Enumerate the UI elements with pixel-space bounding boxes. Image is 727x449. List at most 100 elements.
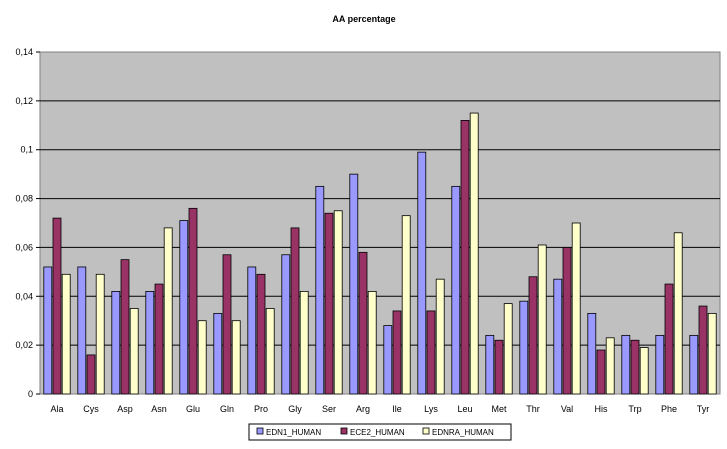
x-tick-label: Arg: [356, 404, 370, 414]
bar-ece2-human-ser: [324, 212, 334, 395]
legend-label: EDNRA_HUMAN: [432, 428, 494, 437]
bar-ednra-human-leu: [469, 112, 479, 395]
bar-edn1-human-gly: [281, 254, 291, 395]
legend: EDN1_HUMAN ECE2_HUMAN EDNRA_HUMAN: [248, 423, 512, 441]
plot-area: [39, 51, 721, 395]
y-tick-label: 0,08: [15, 194, 33, 204]
bar-edn1-human-ser: [315, 185, 325, 395]
bar-ednra-human-his: [605, 337, 615, 395]
bar-edn1-human-arg: [349, 173, 359, 395]
x-tick-label: Glu: [186, 404, 200, 414]
bar-ednra-human-asp: [129, 308, 139, 395]
bar-ednra-human-cys: [95, 273, 105, 395]
bar-ece2-human-thr: [528, 276, 538, 395]
bar-ednra-human-val: [571, 222, 581, 395]
bar-edn1-human-ala: [43, 266, 53, 395]
x-tick-label: Asn: [151, 404, 167, 414]
bar-edn1-human-phe: [655, 334, 665, 395]
bar-ece2-human-phe: [664, 283, 674, 395]
bar-ednra-human-gly: [299, 290, 309, 395]
legend-swatch: [422, 427, 430, 435]
bar-ednra-human-ser: [333, 210, 343, 395]
x-tick-label: Gly: [288, 404, 302, 414]
bar-ece2-human-gly: [290, 227, 300, 395]
bar-ednra-human-tyr: [707, 312, 717, 395]
legend-swatch: [256, 427, 264, 435]
bar-edn1-human-asp: [111, 290, 121, 395]
bar-ece2-human-arg: [358, 251, 368, 395]
bars: [43, 112, 717, 395]
bar-edn1-human-val: [553, 278, 563, 395]
bar-edn1-human-asn: [145, 290, 155, 395]
x-tick-label: Ser: [322, 404, 336, 414]
bar-edn1-human-leu: [451, 185, 461, 395]
x-tick-label: Trp: [628, 404, 641, 414]
bar-edn1-human-ile: [383, 325, 393, 395]
x-tick-label: Pro: [254, 404, 268, 414]
legend-swatch: [340, 427, 348, 435]
y-axis-ticks: 0 0,02 0,04 0,06 0,08 0,1 0,12 0,14: [15, 47, 40, 399]
bar-ece2-human-met: [494, 339, 504, 395]
bar-ednra-human-ile: [401, 215, 411, 395]
x-tick-label: Ile: [392, 404, 402, 414]
x-tick-label: Cys: [83, 404, 99, 414]
bar-ece2-human-trp: [630, 339, 640, 395]
bar-ednra-human-thr: [537, 244, 547, 395]
bar-ednra-human-lys: [435, 278, 445, 395]
y-tick-label: 0,04: [15, 291, 33, 301]
y-tick-label: 0,06: [15, 242, 33, 252]
bar-edn1-human-lys: [417, 151, 427, 395]
bar-ece2-human-his: [596, 349, 606, 395]
legend-label: ECE2_HUMAN: [350, 428, 405, 437]
bar-ednra-human-met: [503, 303, 513, 395]
x-tick-label: Met: [491, 404, 507, 414]
bar-ece2-human-ile: [392, 310, 402, 395]
bar-ednra-human-glu: [197, 320, 207, 395]
bar-edn1-human-tyr: [689, 334, 699, 395]
chart-title: AA percentage: [332, 14, 395, 24]
bar-ednra-human-asn: [163, 227, 173, 395]
bar-ece2-human-val: [562, 247, 572, 395]
y-tick-label: 0: [28, 389, 33, 399]
x-tick-label: Gln: [220, 404, 234, 414]
x-tick-label: His: [595, 404, 608, 414]
y-tick-label: 0,14: [15, 47, 33, 57]
bar-ednra-human-phe: [673, 232, 683, 395]
bar-ednra-human-arg: [367, 290, 377, 395]
bar-ece2-human-leu: [460, 120, 470, 395]
bar-ece2-human-cys: [86, 354, 96, 395]
bar-ednra-human-pro: [265, 308, 275, 395]
bar-ednra-human-trp: [639, 347, 649, 395]
bar-ece2-human-glu: [188, 207, 198, 395]
x-axis-ticks: Ala Cys Asp Asn Glu Gln Pro Gly Ser Arg Ile Lys Leu M…: [50, 404, 709, 414]
bar-ednra-human-gln: [231, 320, 241, 395]
bar-edn1-human-gln: [213, 312, 223, 395]
bar-ednra-human-ala: [61, 273, 71, 395]
x-tick-label: Asp: [117, 404, 133, 414]
x-tick-label: Ala: [50, 404, 63, 414]
bar-edn1-human-met: [485, 334, 495, 395]
bar-edn1-human-thr: [519, 300, 529, 395]
x-tick-label: Val: [561, 404, 573, 414]
y-tick-label: 0,1: [20, 145, 33, 155]
bar-ece2-human-ala: [52, 217, 62, 395]
bar-edn1-human-glu: [179, 220, 189, 395]
bar-edn1-human-his: [587, 312, 597, 395]
x-tick-label: Lys: [424, 404, 438, 414]
x-tick-label: Leu: [457, 404, 472, 414]
bar-ece2-human-pro: [256, 273, 266, 395]
bar-ece2-human-lys: [426, 310, 436, 395]
bar-edn1-human-cys: [77, 266, 87, 395]
legend-box: [248, 423, 512, 441]
bar-edn1-human-pro: [247, 266, 257, 395]
y-tick-label: 0,02: [15, 340, 33, 350]
bar-edn1-human-trp: [621, 334, 631, 395]
bar-ece2-human-asn: [154, 283, 164, 395]
x-tick-label: Phe: [661, 404, 677, 414]
bar-ece2-human-asp: [120, 259, 130, 395]
bar-ece2-human-gln: [222, 254, 232, 395]
bar-ece2-human-tyr: [698, 305, 708, 395]
x-tick-label: Thr: [526, 404, 540, 414]
